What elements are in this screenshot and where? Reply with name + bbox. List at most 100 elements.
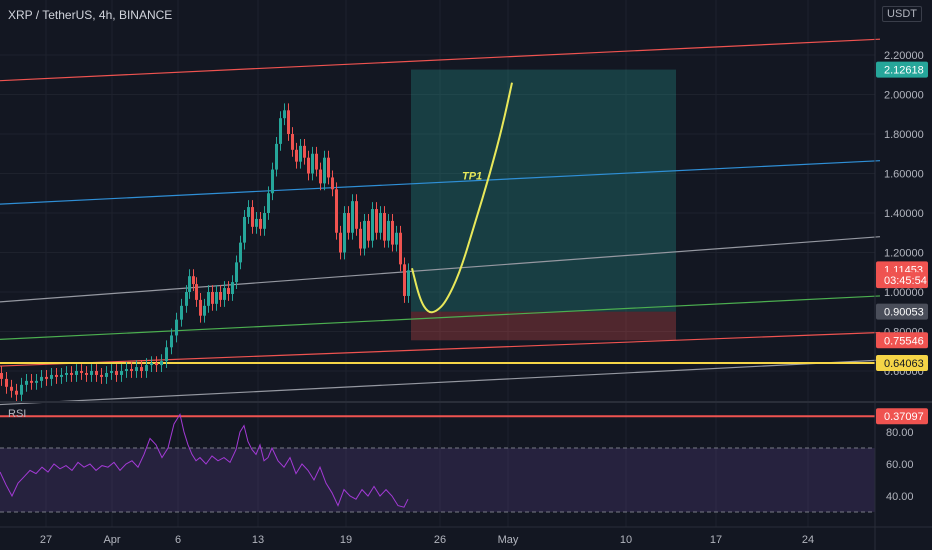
candle — [351, 201, 354, 233]
rsi-level-lines — [0, 447, 875, 513]
rsi-indicator-label[interactable]: RSI — [8, 408, 27, 420]
candle — [195, 284, 198, 300]
candle — [307, 157, 310, 174]
candle — [215, 292, 218, 304]
candle — [227, 288, 230, 294]
candle — [243, 216, 246, 243]
candle — [251, 207, 254, 227]
candle — [207, 292, 210, 306]
candle — [203, 305, 206, 316]
rsi-overbought-oversold-band — [0, 448, 875, 512]
candle — [192, 276, 195, 285]
time-tick-label: 24 — [802, 534, 814, 546]
price-tag-3 — [876, 272, 928, 289]
rsi-line — [0, 413, 409, 508]
candle — [160, 361, 163, 366]
candle — [140, 367, 143, 371]
trend-line-2 — [0, 160, 881, 205]
candle — [120, 371, 123, 375]
time-tick-label: 6 — [175, 534, 181, 546]
candle — [247, 207, 250, 217]
price-tick-label: 1.80000 — [884, 129, 924, 141]
price-tag-1 — [876, 61, 928, 78]
candle — [367, 220, 370, 241]
candle — [263, 213, 266, 229]
candle — [100, 374, 103, 377]
chart-title[interactable]: XRP / TetherUS, 4h, BINANCE — [8, 8, 173, 22]
target-zone[interactable] — [411, 69, 676, 312]
time-tick-label: 26 — [434, 534, 446, 546]
candle — [223, 288, 226, 300]
trend-line-1 — [0, 38, 881, 82]
candle — [170, 335, 173, 348]
candle — [80, 371, 83, 373]
candle — [65, 372, 68, 375]
candle — [287, 110, 290, 134]
candle — [45, 376, 48, 379]
candle — [188, 276, 191, 292]
time-tick-label: May — [498, 534, 519, 546]
candle — [275, 143, 278, 170]
price-tick-label: 2.00000 — [884, 90, 924, 102]
candle — [115, 371, 118, 375]
trend-line-6 — [0, 359, 881, 406]
candle — [145, 365, 148, 371]
projection-curve[interactable] — [411, 82, 513, 314]
candle — [95, 371, 98, 375]
candle — [75, 371, 78, 375]
candle — [299, 145, 302, 162]
currency-label[interactable]: USDT — [882, 6, 922, 22]
price-tag-5 — [876, 332, 928, 349]
candle — [395, 232, 398, 245]
candle — [291, 134, 294, 150]
price-tags: 2.126181.1145303:45:540.900530.755460.64… — [876, 61, 928, 425]
price-tag-label: 0.37097 — [884, 411, 924, 423]
candle — [25, 380, 28, 385]
horizontal-levels[interactable] — [0, 361, 875, 418]
candle — [60, 374, 63, 377]
candle — [371, 209, 374, 241]
candle — [90, 371, 93, 375]
candle — [283, 110, 286, 119]
time-tick-label: 19 — [340, 534, 352, 546]
candle — [259, 218, 262, 229]
time-tick-label: 13 — [252, 534, 264, 546]
price-tag-label: 0.64063 — [884, 358, 924, 370]
candle — [347, 213, 350, 233]
price-tick-label: 1.00000 — [884, 287, 924, 299]
candle — [267, 193, 270, 213]
price-tick-label: 1.40000 — [884, 208, 924, 220]
candle — [355, 201, 358, 229]
price-tick-label: 1.20000 — [884, 248, 924, 260]
candle — [391, 220, 394, 245]
candle — [175, 319, 178, 336]
candle — [303, 145, 306, 158]
price-tick-label: 2.20000 — [884, 50, 924, 62]
candle — [359, 228, 362, 249]
grid-lines — [0, 0, 875, 527]
candle — [199, 299, 202, 316]
rsi-axis: 80.00 60.00 40.00 — [886, 427, 914, 503]
candle — [323, 157, 326, 184]
price-axis[interactable]: 2.20000 2.00000 1.80000 1.60000 1.40000 1.200… — [884, 50, 924, 378]
time-axis[interactable]: 27 Apr 6 13 19 26 May 10 17 24 — [40, 534, 814, 546]
candle — [0, 372, 3, 379]
stop-loss-zone[interactable] — [411, 311, 676, 341]
candle — [271, 169, 274, 194]
candle — [20, 384, 23, 395]
price-tag-label: 03:45:54 — [884, 275, 927, 287]
candle — [50, 374, 53, 379]
candle — [279, 118, 282, 144]
trend-line-4 — [0, 295, 881, 340]
candle — [155, 363, 158, 366]
candle — [85, 372, 88, 375]
rsi-tick-label: 60.00 — [886, 459, 914, 471]
candle — [40, 376, 43, 381]
price-tag-4 — [876, 303, 928, 320]
candle — [407, 270, 410, 296]
candle — [387, 220, 390, 241]
candle — [363, 220, 366, 249]
candle — [15, 390, 18, 395]
candle — [10, 386, 13, 391]
